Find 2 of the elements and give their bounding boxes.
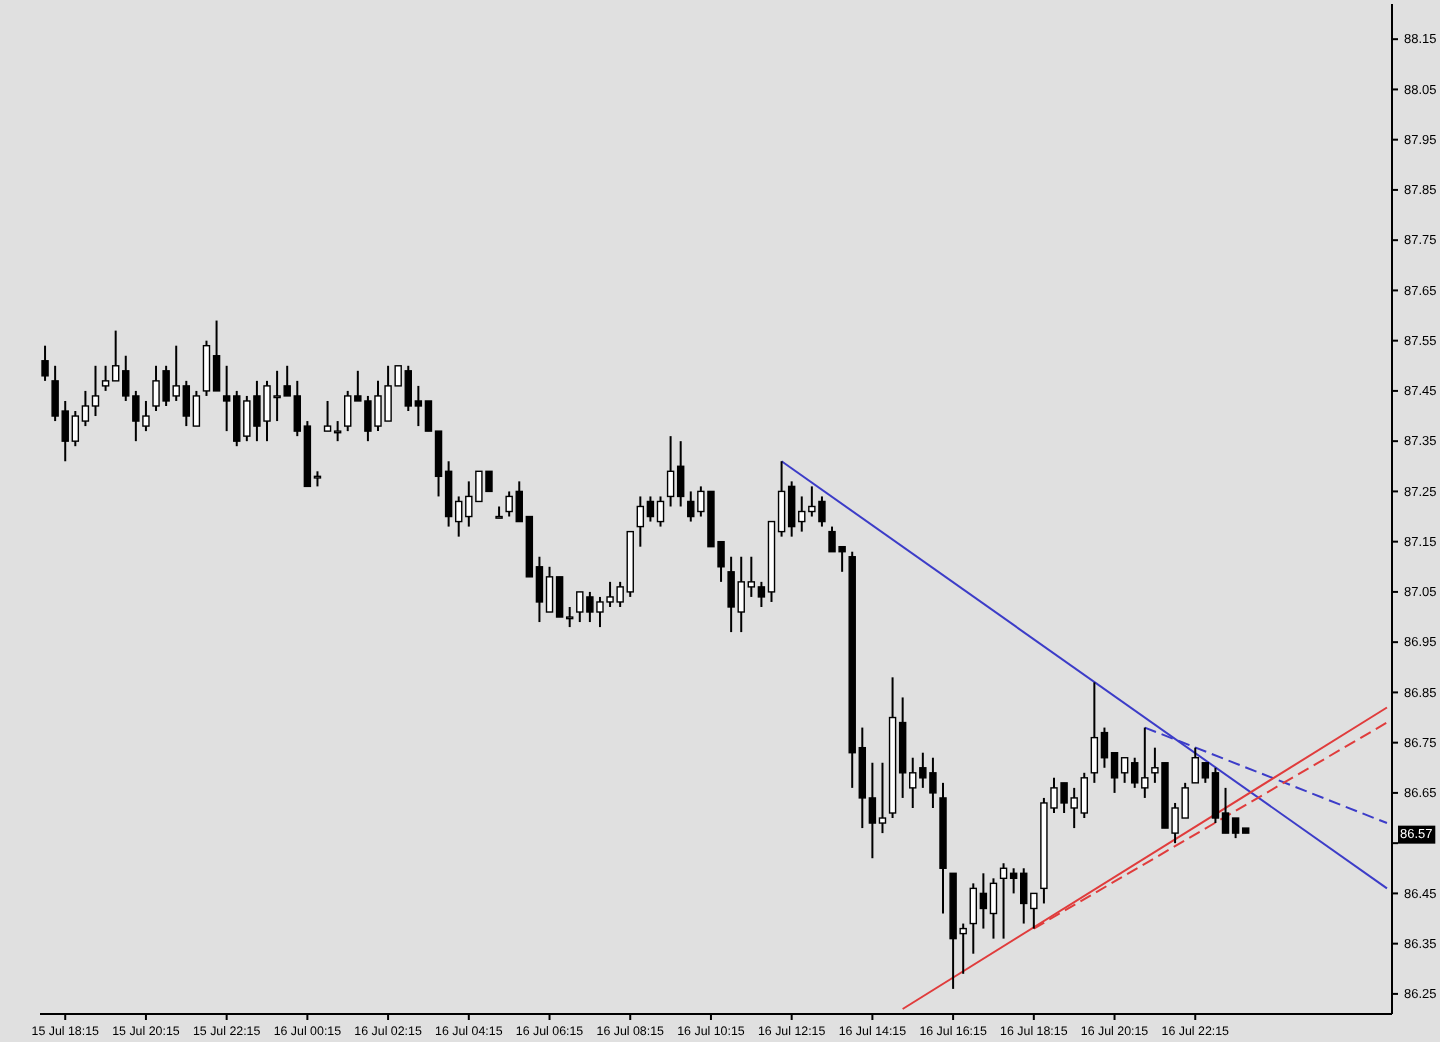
candlestick [495,505,503,519]
candlestick [41,344,49,382]
